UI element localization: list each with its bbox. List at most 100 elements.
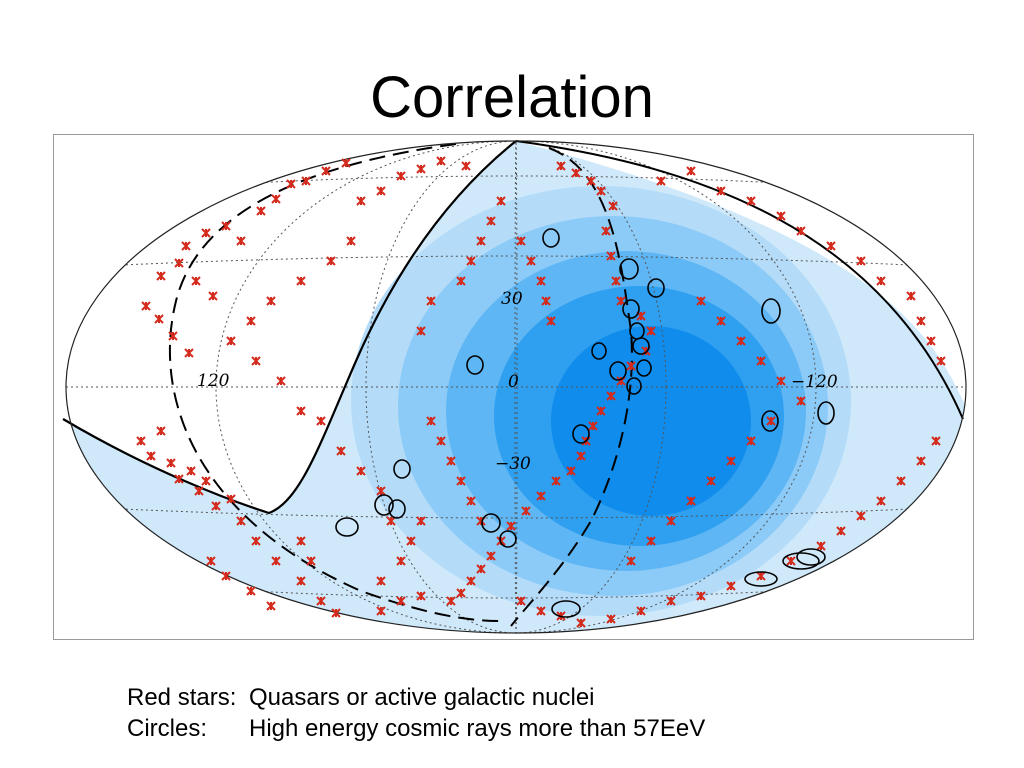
quasar-star-marker (346, 236, 356, 246)
quasar-star-marker (226, 494, 236, 504)
supergalactic-plane-dashed-2 (510, 147, 633, 627)
cosmic-ray-circle (374, 494, 394, 516)
quasar-star-marker (266, 296, 276, 306)
quasar-star-marker (296, 406, 306, 416)
quasar-star-marker (416, 326, 426, 336)
quasar-star-marker (376, 186, 386, 196)
grid-meridian-60 (365, 141, 667, 633)
quasar-star-marker (726, 581, 736, 591)
quasar-star-marker (296, 276, 306, 286)
cosmic-ray-circle (609, 361, 627, 381)
legend-row-stars: Red stars: Quasars or active galactic nu… (127, 682, 705, 713)
quasar-star-marker (186, 466, 196, 476)
quasar-star-marker (271, 556, 281, 566)
cosmic-ray-circle (622, 299, 640, 319)
cosmic-ray-circle (619, 258, 639, 280)
quasar-star-marker (541, 296, 551, 306)
grid-lat-plus-30 (100, 255, 932, 267)
cosmic-ray-circle (761, 410, 779, 432)
quasar-star-marker (276, 376, 286, 386)
quasar-star-marker (316, 596, 326, 606)
quasar-star-marker (456, 276, 466, 286)
cosmic-ray-circle (782, 552, 820, 570)
quasar-star-marker (486, 216, 496, 226)
quasar-star-marker (156, 426, 166, 436)
quasar-star-marker (271, 194, 281, 204)
quasar-star-marker (341, 158, 351, 168)
quasar-star-marker (301, 176, 311, 186)
quasar-star-marker (816, 541, 826, 551)
quasar-star-marker (166, 458, 176, 468)
quasar-star-marker (686, 496, 696, 506)
quasar-star-marker (461, 161, 471, 171)
quasar-star-marker (446, 596, 456, 606)
quasar-star-marker (706, 476, 716, 486)
quasar-star-marker (396, 596, 406, 606)
slide-title: Correlation (370, 65, 654, 130)
quasar-star-marker (836, 526, 846, 536)
quasar-star-marker (916, 316, 926, 326)
quasar-star-marker (376, 576, 386, 586)
quasar-star-marker (566, 466, 576, 476)
galactic-plane-line (62, 140, 517, 515)
quasar-star-marker (606, 251, 616, 261)
quasar-star-marker (636, 606, 646, 616)
quasar-star-marker (601, 226, 611, 236)
quasar-star-marker (466, 256, 476, 266)
quasar-star-marker (746, 436, 756, 446)
cosmic-ray-circle (591, 342, 607, 360)
quasar-star-marker (306, 556, 316, 566)
quasar-star-marker (551, 476, 561, 486)
grid-label-lon-minus-120: −120 (791, 372, 838, 392)
quasar-star-marker (646, 326, 656, 336)
quasar-star-marker (211, 501, 221, 511)
quasar-star-marker (201, 228, 211, 238)
quasar-star-marker (876, 276, 886, 286)
quasar-star-marker (726, 456, 736, 466)
cosmic-ray-circle (796, 548, 826, 566)
quasar-star-marker (221, 221, 231, 231)
quasar-star-marker (246, 316, 256, 326)
legend-circles-key: Circles: (127, 715, 208, 742)
quasar-star-marker (696, 591, 706, 601)
quasar-star-marker (536, 491, 546, 501)
grid-meridian-0 (514, 141, 518, 633)
quasar-star-marker (516, 596, 526, 606)
cosmic-ray-circles (335, 228, 835, 618)
quasar-star-marker (716, 316, 726, 326)
quasar-star-marker (146, 451, 156, 461)
quasar-star-marker (154, 314, 164, 324)
quasar-star-marker (826, 241, 836, 251)
coordinate-grid (66, 141, 966, 633)
legend-circles-value: High energy cosmic rays more than 57EeV (249, 715, 706, 742)
cosmic-ray-circle (744, 571, 778, 587)
quasar-star-marker (546, 316, 556, 326)
cosmic-ray-circle (572, 424, 590, 444)
quasar-star-marker (906, 291, 916, 301)
quasar-star-marker (168, 331, 178, 341)
quasar-star-marker (286, 179, 296, 189)
quasar-star-marker (626, 556, 636, 566)
quasar-star-marker (516, 236, 526, 246)
quasar-star-marker (776, 376, 786, 386)
quasar-star-marker (376, 606, 386, 616)
cosmic-ray-circle (393, 459, 411, 479)
quasar-star-marker (611, 276, 621, 286)
quasar-star-marker (456, 588, 466, 598)
quasar-star-marker (396, 556, 406, 566)
grid-label-lat-minus-30: −30 (495, 454, 531, 474)
grid-meridian-120 (215, 141, 817, 633)
grid-label-lat-30: 30 (501, 289, 523, 309)
quasar-star-marker (336, 446, 346, 456)
quasar-star-marker (606, 614, 616, 624)
quasar-star-marker (141, 301, 151, 311)
quasar-star-marker (926, 336, 936, 346)
quasar-star-marker (931, 436, 941, 446)
cosmic-ray-circle (817, 401, 835, 425)
cosmic-ray-circle (632, 337, 650, 355)
quasar-star-marker (536, 276, 546, 286)
quasar-star-marker (416, 164, 426, 174)
quasar-star-marker (646, 536, 656, 546)
quasar-star-marker (331, 608, 341, 618)
quasar-star-marker (756, 571, 766, 581)
